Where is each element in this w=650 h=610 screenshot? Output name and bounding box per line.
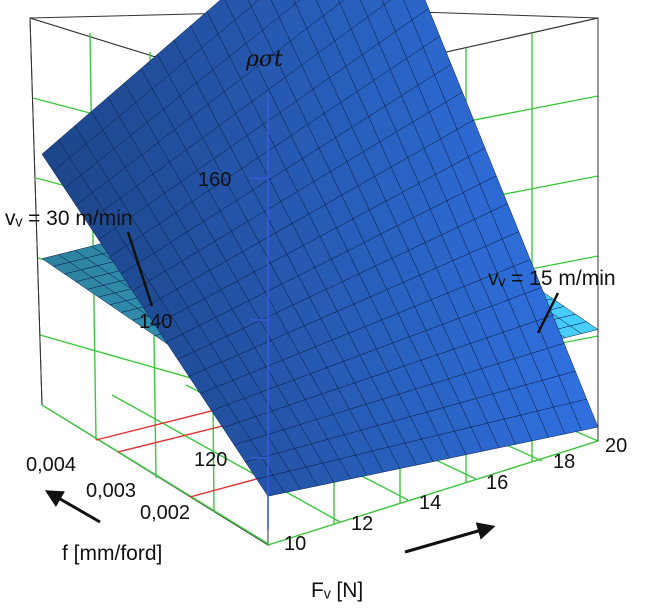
surface-cell [381,0,392,6]
z-tick-label-140: 140 [139,311,172,333]
front-frame [29,17,599,441]
surface-cell [247,0,260,7]
x-tick-label-18: 18 [553,451,575,473]
x-axis-label: Fᵥ [N] [311,579,363,602]
surface-series-0 [41,0,599,497]
y-tick-label-0004: 0,004 [26,454,76,476]
x-axis-arrow [404,522,496,554]
x-tick-label-12: 12 [351,513,373,535]
x-tick-label-16: 16 [486,472,508,494]
x-tick-label-20: 20 [605,435,627,457]
y-axis-arrow [44,490,101,524]
z-tick-label-120: 120 [194,449,227,471]
annotation-30-pointer [126,231,154,307]
y-tick-label-0002: 0,002 [140,502,190,524]
x-tick-label-10: 10 [284,533,306,555]
surface-cell [569,321,599,334]
y-tick-label-0003: 0,003 [86,480,136,502]
annotation-15-label: vᵥ = 15 m/min [488,267,616,290]
x-tick-label-14: 14 [419,492,441,514]
annotation-30-label: vᵥ = 30 m/min [5,207,133,230]
annotation-15-pointer [536,292,560,334]
surface-cell [569,398,599,431]
y-axis-label: f [mm/ford] [62,542,162,565]
surfaces-layer [41,0,599,497]
z-tick-label-160: 160 [198,169,231,191]
surface-cell [293,0,301,5]
z-axis-label: ρσt [245,47,283,72]
